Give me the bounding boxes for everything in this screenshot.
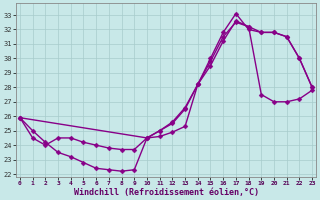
- X-axis label: Windchill (Refroidissement éolien,°C): Windchill (Refroidissement éolien,°C): [74, 188, 259, 197]
